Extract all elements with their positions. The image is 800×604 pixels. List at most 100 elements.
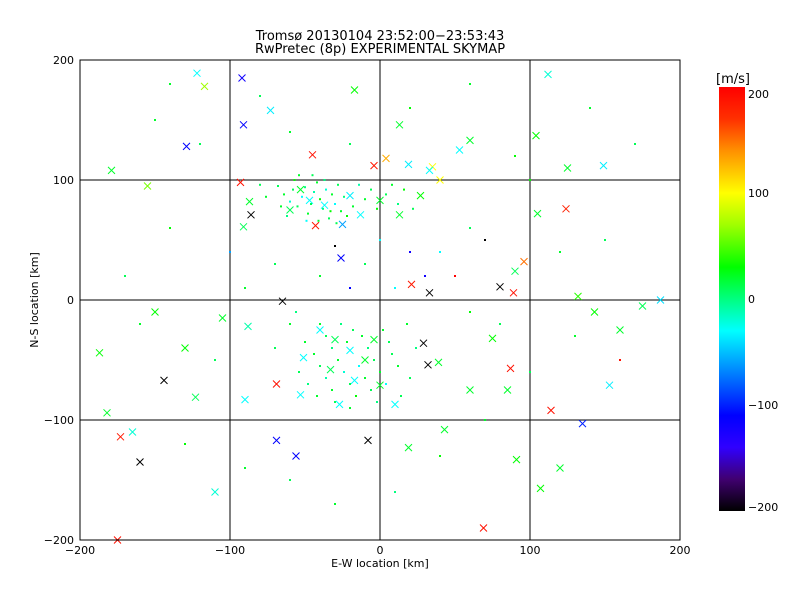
dot-marker bbox=[139, 323, 141, 325]
dot-marker bbox=[379, 371, 381, 373]
dot-marker bbox=[349, 287, 351, 289]
dot-marker bbox=[364, 377, 366, 379]
x-marker bbox=[338, 220, 347, 229]
x-marker bbox=[331, 335, 339, 344]
x-marker bbox=[455, 146, 464, 154]
x-marker bbox=[316, 326, 324, 334]
dot-marker bbox=[373, 359, 375, 361]
x-tick-label: 0 bbox=[377, 544, 384, 557]
x-marker bbox=[544, 70, 552, 79]
dot-marker bbox=[364, 198, 366, 201]
x-marker bbox=[434, 358, 443, 367]
y-axis-label: N-S location [km] bbox=[28, 252, 41, 348]
x-marker bbox=[605, 381, 614, 390]
colorbar-tick-label: 100 bbox=[748, 187, 769, 200]
colorbar-tick-label: −200 bbox=[748, 501, 778, 514]
chart-subtitle: RwPretec (8p) EXPERIMENTAL SKYMAP bbox=[255, 42, 505, 57]
x-marker bbox=[244, 322, 252, 331]
dot-marker bbox=[343, 371, 345, 373]
dot-marker bbox=[169, 227, 171, 229]
x-marker bbox=[407, 280, 416, 289]
dot-marker bbox=[274, 263, 276, 265]
dot-marker bbox=[364, 263, 366, 265]
dot-marker bbox=[406, 323, 408, 325]
dot-marker bbox=[334, 203, 336, 205]
x-marker bbox=[136, 458, 144, 466]
dot-marker bbox=[529, 179, 531, 181]
dot-marker bbox=[385, 193, 387, 196]
x-marker bbox=[376, 381, 384, 390]
x-marker bbox=[116, 432, 125, 441]
dot-marker bbox=[619, 359, 621, 361]
dot-marker bbox=[391, 353, 393, 355]
dot-marker bbox=[376, 207, 378, 210]
x-marker bbox=[350, 86, 359, 94]
x-marker bbox=[416, 191, 425, 200]
dot-marker bbox=[328, 217, 330, 220]
dot-marker bbox=[400, 395, 402, 397]
dot-marker bbox=[277, 185, 279, 187]
colorbar-tick-label: −100 bbox=[748, 399, 778, 412]
dot-marker bbox=[358, 365, 360, 367]
x-tick-labels: −200 −100 0 100 200 bbox=[65, 544, 691, 557]
dot-marker bbox=[331, 389, 333, 391]
dot-marker bbox=[259, 95, 261, 97]
data-points bbox=[95, 69, 665, 544]
x-marker bbox=[241, 395, 249, 404]
x-marker bbox=[488, 334, 497, 343]
dot-marker bbox=[244, 287, 246, 289]
dot-marker bbox=[391, 183, 393, 186]
y-tick-labels: −200 −100 0 100 200 bbox=[44, 54, 74, 547]
dot-marker bbox=[331, 193, 333, 196]
dot-marker bbox=[337, 183, 339, 186]
dot-marker bbox=[439, 455, 441, 457]
y-tick-label: 200 bbox=[53, 54, 74, 67]
dot-marker bbox=[319, 198, 321, 201]
y-tick-label: 0 bbox=[67, 294, 74, 307]
dot-marker bbox=[289, 479, 291, 481]
dot-marker bbox=[307, 383, 309, 385]
dot-marker bbox=[311, 174, 314, 177]
dot-marker bbox=[289, 323, 291, 325]
x-marker bbox=[466, 386, 474, 394]
dot-marker bbox=[349, 407, 351, 409]
x-marker bbox=[346, 191, 354, 200]
dot-marker bbox=[292, 188, 294, 191]
dot-marker bbox=[358, 183, 360, 186]
x-marker bbox=[395, 120, 404, 129]
dot-marker bbox=[370, 389, 372, 391]
dot-marker bbox=[385, 383, 387, 385]
dot-marker bbox=[439, 251, 441, 253]
dot-marker bbox=[469, 311, 471, 313]
y-tick-label: 100 bbox=[53, 174, 74, 187]
dot-marker bbox=[304, 341, 306, 343]
grid-lines bbox=[80, 60, 680, 540]
x-marker bbox=[496, 282, 504, 291]
x-marker bbox=[350, 376, 359, 385]
dot-marker bbox=[325, 335, 327, 337]
dot-marker bbox=[334, 401, 336, 403]
dot-marker bbox=[229, 251, 231, 253]
x-marker bbox=[391, 400, 399, 409]
x-marker bbox=[320, 201, 329, 210]
x-marker bbox=[466, 136, 474, 145]
dot-marker bbox=[409, 251, 411, 253]
dot-marker bbox=[313, 353, 315, 355]
dot-marker bbox=[334, 245, 336, 247]
dot-marker bbox=[124, 275, 126, 277]
dot-marker bbox=[286, 215, 288, 217]
x-marker bbox=[311, 221, 320, 230]
x-marker bbox=[616, 326, 624, 334]
dot-marker bbox=[304, 186, 306, 189]
x-marker bbox=[425, 166, 434, 175]
dot-marker bbox=[349, 383, 351, 385]
dot-marker bbox=[469, 227, 471, 229]
x-marker bbox=[404, 443, 413, 452]
x-marker bbox=[356, 210, 365, 219]
x-marker bbox=[191, 393, 200, 402]
dot-marker bbox=[469, 83, 471, 85]
dot-marker bbox=[274, 347, 276, 349]
x-marker bbox=[305, 196, 314, 205]
x-marker bbox=[511, 267, 519, 276]
x-marker bbox=[533, 209, 542, 218]
